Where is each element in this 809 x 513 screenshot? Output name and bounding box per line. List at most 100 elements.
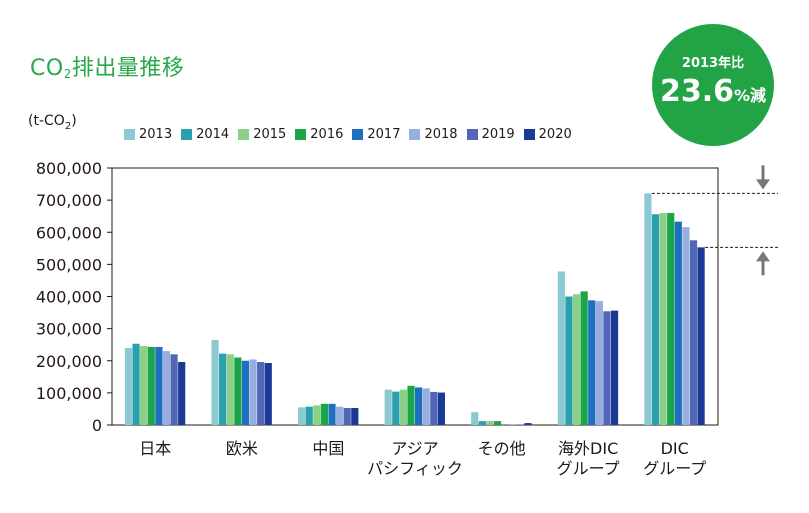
bar-2018-cat3 — [422, 388, 430, 425]
bar-2016-cat6 — [667, 212, 675, 425]
y-tick-label: 700,000 — [36, 191, 102, 210]
reduction-annotation — [651, 165, 778, 276]
bar-2020-cat5 — [610, 310, 619, 425]
bar-2017-cat5 — [588, 300, 596, 425]
legend-swatch — [124, 129, 135, 140]
bar-2013-cat1 — [211, 339, 219, 425]
title-main: CO — [30, 56, 64, 81]
legend-label: 2017 — [367, 127, 401, 142]
bar-2019-cat5 — [603, 311, 611, 425]
y-tick-label: 600,000 — [36, 223, 102, 242]
legend-label: 2015 — [253, 127, 287, 142]
bar-2019-cat1 — [257, 362, 265, 425]
bar-2018-cat5 — [595, 300, 603, 425]
bar-2015-cat0 — [140, 345, 148, 425]
unit-prefix: (t-CO — [28, 113, 65, 129]
x-tick-label: グループ — [643, 459, 706, 478]
badge-caption: 2013年比 — [681, 56, 745, 71]
bar-2020-cat6 — [697, 247, 705, 425]
legend-label: 2019 — [481, 127, 515, 142]
title-rest: 排出量推移 — [71, 56, 185, 81]
bar-2017-cat1 — [241, 360, 250, 425]
bars — [124, 193, 705, 425]
legend-label: 2016 — [310, 127, 344, 142]
bar-2014-cat3 — [392, 391, 400, 425]
bar-2014-cat2 — [305, 406, 313, 425]
legend-item-2020: 2020 — [523, 127, 572, 142]
title-subscript: 2 — [63, 67, 72, 81]
bar-2014-cat5 — [565, 296, 573, 425]
x-tick-label: グループ — [557, 459, 620, 478]
legend-swatch — [352, 129, 364, 140]
reduction-badge: 2013年比 23.6%減 — [652, 24, 774, 146]
legend-item-2017: 2017 — [352, 127, 400, 142]
badge-unit: %減 — [733, 86, 767, 105]
legend-swatch — [238, 129, 250, 140]
bar-2019-cat3 — [430, 391, 438, 425]
bar-2018-cat2 — [336, 406, 344, 425]
bar-2020-cat4 — [524, 423, 532, 425]
up-arrow-head-icon — [756, 251, 770, 262]
y-tick-label: 800,000 — [36, 159, 102, 178]
bar-2015-cat5 — [572, 294, 581, 425]
bar-2016-cat3 — [407, 385, 415, 425]
badge-value-line: 23.6%減 — [652, 74, 774, 109]
bar-2015-cat6 — [659, 212, 667, 425]
bar-2013-cat0 — [124, 347, 133, 425]
chart-legend: 2013 2014 2015 2016 2017 2018 2019 2020 — [124, 127, 572, 142]
x-tick-label: DIC — [661, 439, 689, 458]
bar-2016-cat0 — [147, 346, 155, 425]
y-tick-label: 500,000 — [36, 255, 102, 274]
bar-2020-cat2 — [351, 407, 359, 425]
x-tick-label: パシフィック — [367, 459, 463, 478]
legend-swatch — [523, 129, 535, 140]
bar-2015-cat1 — [226, 354, 234, 425]
legend-swatch — [409, 129, 421, 140]
badge-value: 23.6 — [659, 74, 734, 109]
legend-swatch — [181, 129, 193, 140]
plot-frame — [111, 167, 719, 426]
legend-item-2013: 2013 — [124, 127, 172, 142]
bar-2020-cat0 — [178, 362, 186, 425]
x-tick-label: 欧米 — [226, 439, 258, 458]
y-tick-label: 300,000 — [36, 320, 102, 339]
x-tick-label: 日本 — [139, 439, 171, 458]
bar-2019-cat0 — [170, 354, 178, 425]
bar-2013-cat4 — [471, 412, 479, 425]
bar-2014-cat1 — [219, 353, 227, 425]
legend-item-2014: 2014 — [181, 127, 229, 142]
legend-label: 2020 — [538, 127, 572, 142]
unit-suffix: ) — [71, 113, 77, 129]
legend-item-2016: 2016 — [295, 127, 343, 142]
bar-2020-cat1 — [264, 362, 272, 425]
unit-subscript: 2 — [64, 120, 72, 132]
bar-2016-cat2 — [320, 403, 329, 425]
y-tick-label: 0 — [92, 416, 102, 435]
bar-2014-cat6 — [651, 214, 660, 425]
bar-2020-cat3 — [437, 392, 445, 425]
bar-2013-cat2 — [298, 407, 306, 425]
y-tick-label: 200,000 — [36, 352, 102, 371]
bar-2015-cat4 — [486, 421, 494, 425]
bar-2014-cat0 — [132, 343, 140, 425]
bar-2016-cat1 — [234, 357, 242, 425]
bar-2018-cat0 — [162, 351, 171, 425]
legend-label: 2018 — [424, 127, 458, 142]
y-tick-label: 400,000 — [36, 288, 102, 307]
bar-2017-cat6 — [674, 221, 682, 425]
bar-2015-cat3 — [399, 389, 407, 425]
bar-2017-cat3 — [415, 387, 423, 425]
bar-2016-cat4 — [493, 421, 502, 425]
bar-2013-cat5 — [557, 271, 565, 425]
legend-label: 2014 — [196, 127, 230, 142]
x-tick-label: その他 — [478, 439, 526, 458]
y-unit-label: (t-CO2) — [28, 113, 77, 132]
bar-2014-cat4 — [478, 421, 486, 425]
bar-2019-cat2 — [343, 407, 351, 425]
bar-2013-cat3 — [384, 389, 392, 425]
chart-title: CO2排出量推移 — [30, 50, 184, 82]
legend-swatch — [466, 129, 478, 140]
bar-2019-cat6 — [689, 240, 698, 425]
x-tick-label: アジア — [391, 439, 438, 458]
